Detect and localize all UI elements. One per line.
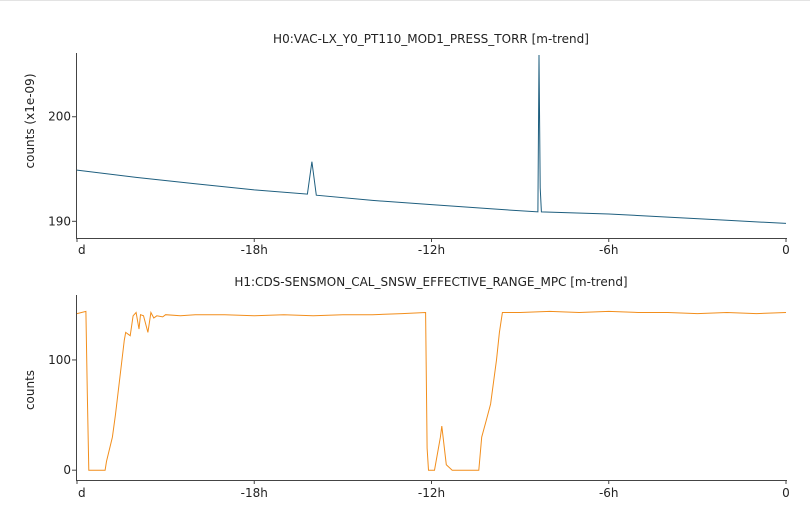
chart-title: H0:VAC-LX_Y0_PT110_MOD1_PRESS_TORR [m-tr… (273, 32, 589, 46)
x-tick-label: 0 (782, 243, 790, 257)
x-tick-label: -6h (599, 243, 619, 257)
y-tick-label: 100 (48, 353, 71, 367)
y-axis-label: counts (x1e-09) (23, 73, 37, 168)
y-axis-label: counts (23, 370, 37, 410)
y-tick-label: 0 (63, 463, 71, 477)
top-divider (0, 0, 810, 1)
series-line (76, 310, 787, 471)
x-tick-label: d (78, 486, 86, 500)
y-tick-label: 200 (48, 110, 71, 124)
chart-range: H1:CDS-SENSMON_CAL_SNSW_EFFECTIVE_RANGE_… (23, 275, 790, 500)
x-tick-label: 0 (782, 486, 790, 500)
x-tick-label: -18h (241, 243, 268, 257)
x-tick-label: -6h (599, 486, 619, 500)
x-tick-label: -12h (418, 486, 445, 500)
chart-title: H1:CDS-SENSMON_CAL_SNSW_EFFECTIVE_RANGE_… (234, 275, 627, 289)
series-line (76, 54, 787, 224)
y-tick-label: 190 (48, 214, 71, 228)
chart-pressure: H0:VAC-LX_Y0_PT110_MOD1_PRESS_TORR [m-tr… (23, 32, 790, 257)
x-tick-label: -18h (241, 486, 268, 500)
x-tick-label: -12h (418, 243, 445, 257)
x-tick-label: d (78, 243, 86, 257)
